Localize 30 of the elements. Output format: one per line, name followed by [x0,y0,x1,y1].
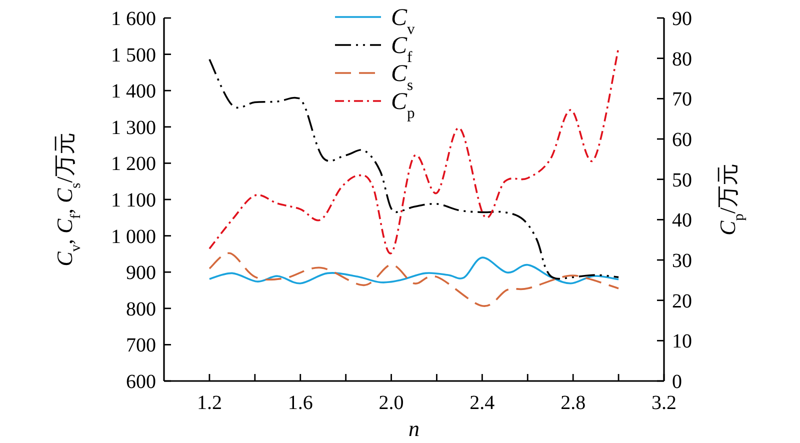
y2-tick-label: 0 [672,371,682,393]
y2-tick-label: 70 [672,88,692,111]
y2-tick-label: 50 [672,169,692,192]
line-series [208,252,620,307]
y2-tick-label: 60 [672,129,692,151]
y-tick-label: 600 [126,371,156,393]
y2-tick-label: 20 [672,290,692,312]
y2-tick-label: 40 [672,210,692,232]
y-tick-label: 1 000 [111,226,156,248]
x-tick-label: 2.0 [378,392,404,414]
y-tick-label: 900 [126,262,156,284]
line-series [208,256,620,284]
y-tick-label: 1 100 [111,190,156,212]
y-tick-label: 1 300 [111,116,156,139]
y-tick-label: 1 600 [111,8,156,30]
y-tick-label: 800 [126,298,156,320]
x-tick-label: 2.8 [560,392,586,414]
x-tick-label: 1.6 [288,392,313,414]
x-tick-label: 2.4 [470,392,495,414]
y2-tick-label: 10 [672,330,692,353]
y2-tick-label: 90 [672,8,692,30]
y2-tick-label: 80 [672,48,692,70]
x-tick-label: 3.2 [652,392,676,414]
y-tick-label: 1 500 [111,44,156,66]
x-axis-title: n [408,416,420,441]
y2-tick-label: 30 [672,250,692,272]
y-tick-label: 1 200 [111,153,156,176]
y-tick-label: 1 400 [111,80,156,103]
x-tick-label: 1.2 [196,392,222,414]
y-tick-label: 700 [126,334,156,357]
